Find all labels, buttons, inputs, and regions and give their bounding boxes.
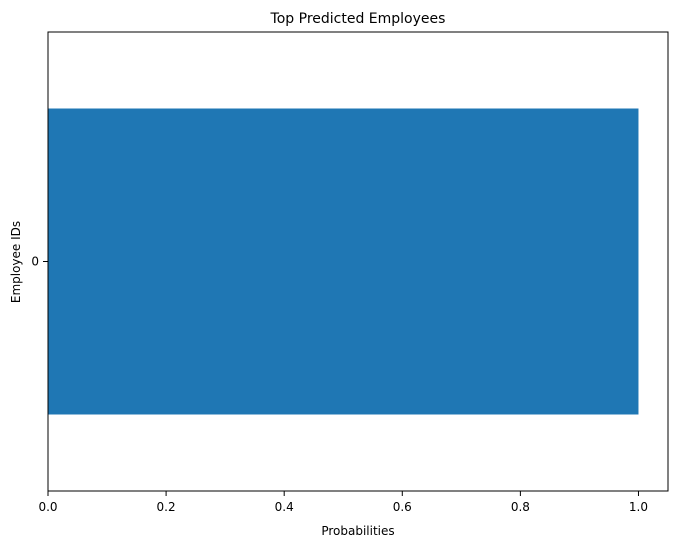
x-tick-label: 0.8	[511, 500, 530, 514]
x-tick-label: 0.4	[275, 500, 294, 514]
x-tick-label: 0.6	[393, 500, 412, 514]
y-axis-ticks: 0	[31, 255, 48, 269]
chart-title: Top Predicted Employees	[270, 11, 446, 27]
x-tick-label: 0.2	[157, 500, 176, 514]
x-tick-label: 0.0	[38, 500, 57, 514]
x-axis-label: Probabilities	[321, 524, 394, 538]
bars-layer	[48, 108, 639, 415]
y-axis-label: Employee IDs	[9, 221, 23, 303]
x-axis-ticks: 0.0 0.2 0.4 0.6 0.8 1.0	[38, 491, 648, 514]
x-tick-label: 1.0	[629, 500, 648, 514]
bar-0	[48, 108, 639, 415]
y-tick-label: 0	[31, 255, 39, 269]
